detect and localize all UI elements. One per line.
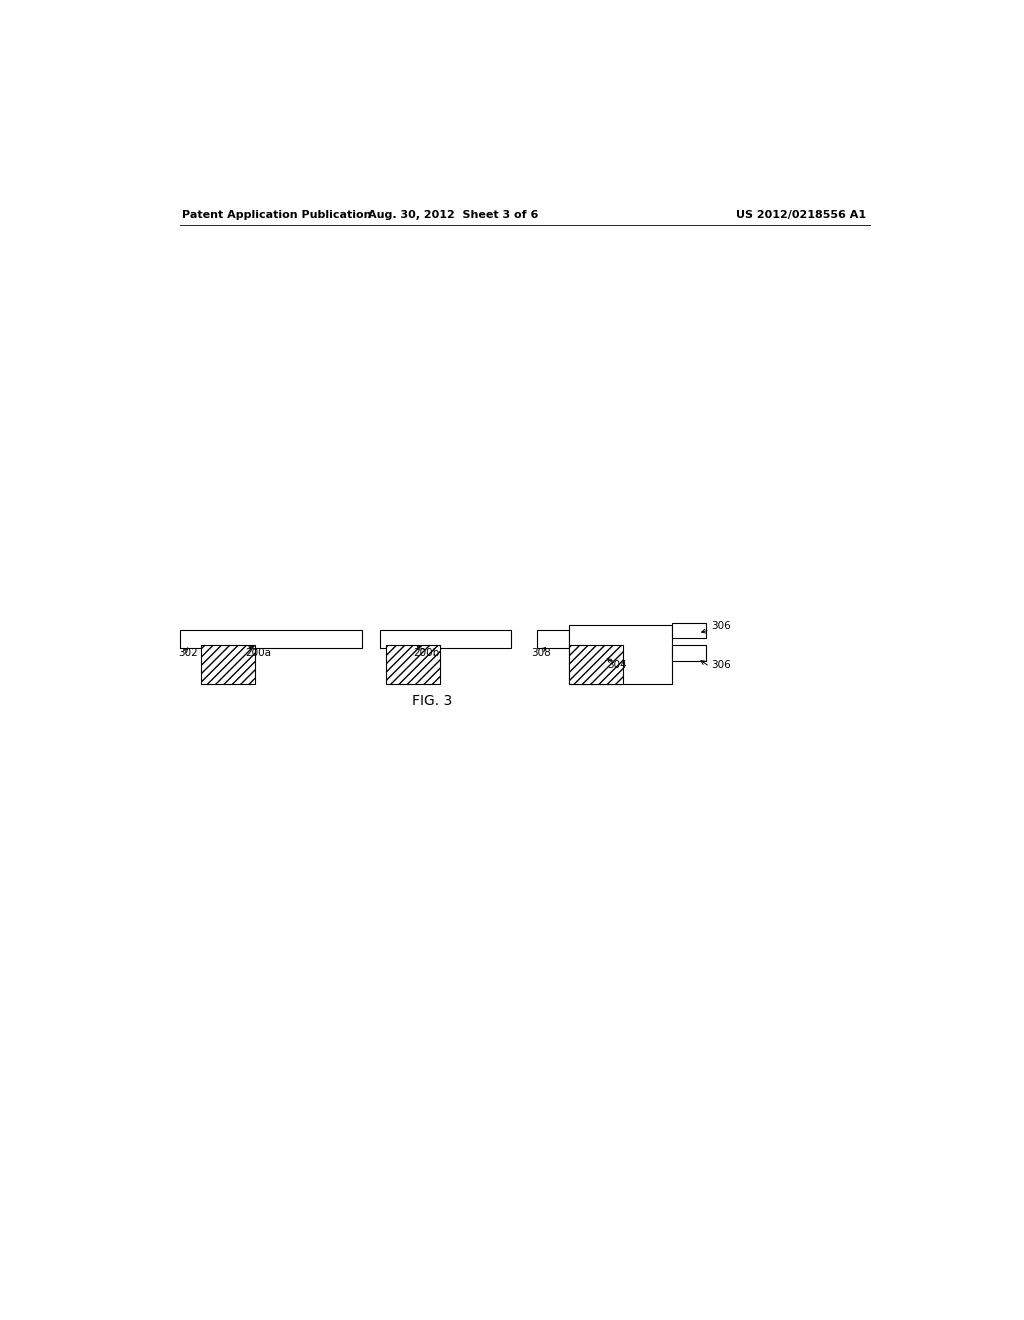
Text: 306: 306 [712, 620, 731, 631]
Text: Patent Application Publication: Patent Application Publication [182, 210, 372, 220]
Text: FIG. 3: FIG. 3 [412, 694, 452, 708]
Bar [538, 630, 569, 648]
Bar [673, 645, 706, 660]
Bar [380, 630, 511, 648]
Text: Aug. 30, 2012  Sheet 3 of 6: Aug. 30, 2012 Sheet 3 of 6 [369, 210, 539, 220]
Bar [569, 645, 624, 684]
Text: 200a: 200a [246, 648, 271, 659]
Bar [179, 630, 362, 648]
Text: 200b: 200b [414, 648, 440, 659]
Bar [569, 624, 673, 684]
Text: 304: 304 [607, 660, 627, 669]
Text: 302: 302 [178, 648, 198, 659]
Bar [673, 623, 706, 638]
Text: US 2012/0218556 A1: US 2012/0218556 A1 [736, 210, 866, 220]
Bar [201, 645, 255, 684]
Bar [386, 645, 440, 684]
Text: 308: 308 [531, 648, 551, 659]
Text: 306: 306 [712, 660, 731, 669]
